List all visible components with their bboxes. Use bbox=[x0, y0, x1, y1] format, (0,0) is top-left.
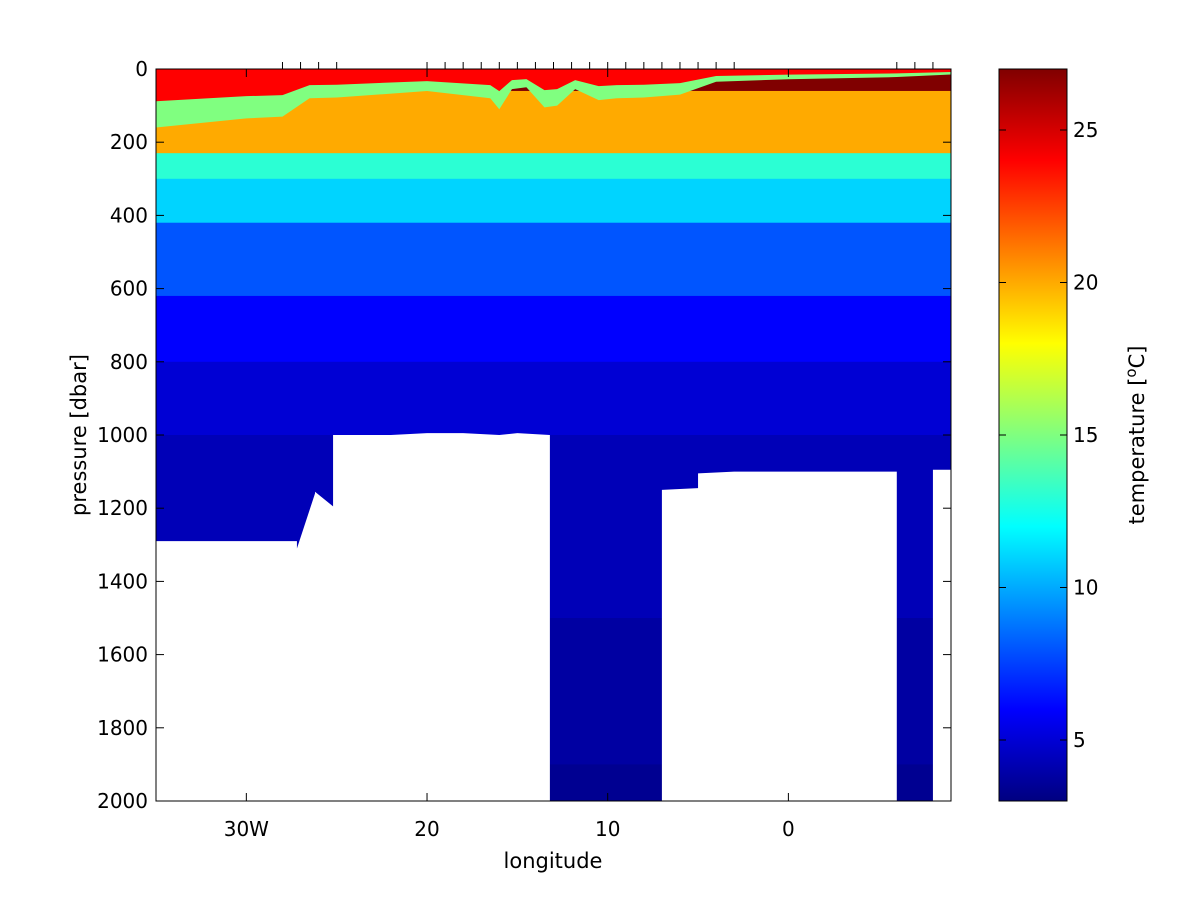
y-tick-label: 1000 bbox=[97, 423, 148, 447]
x-tick-label: 0 bbox=[782, 817, 795, 841]
y-tick-label: 1800 bbox=[97, 716, 148, 740]
temperature-layer bbox=[156, 153, 951, 180]
colorbar-tick-label: 10 bbox=[1073, 576, 1098, 600]
colorbar-tick-label: 25 bbox=[1073, 118, 1098, 142]
x-axis: 30W 20 10 0 bbox=[224, 69, 795, 841]
seafloor-region bbox=[156, 433, 951, 801]
temperature-layer bbox=[156, 222, 951, 297]
colorbar: 5 10 15 20 25 temperature [oC] bbox=[998, 68, 1149, 802]
x-tick-label: 20 bbox=[414, 817, 439, 841]
colorbar-ticks: 5 10 15 20 25 bbox=[999, 118, 1098, 752]
colorbar-tick-label: 15 bbox=[1073, 423, 1098, 447]
y-axis-label: pressure [dbar] bbox=[67, 354, 91, 516]
y-tick-label: 800 bbox=[110, 350, 148, 374]
temperature-layer bbox=[156, 178, 951, 224]
x-axis-label: longitude bbox=[504, 849, 603, 873]
colorbar-scale bbox=[998, 68, 1068, 802]
warm-layer-24c bbox=[156, 69, 951, 102]
y-tick-label: 0 bbox=[135, 57, 148, 81]
plot-area bbox=[156, 69, 951, 801]
y-tick-label: 1400 bbox=[97, 569, 148, 593]
colorbar-label: temperature [oC] bbox=[1122, 346, 1149, 525]
y-tick-label: 200 bbox=[110, 130, 148, 154]
temperature-layer bbox=[156, 295, 951, 363]
y-tick-label: 600 bbox=[110, 277, 148, 301]
station-markers bbox=[281, 62, 934, 69]
y-tick-label: 1600 bbox=[97, 643, 148, 667]
y-tick-label: 1200 bbox=[97, 496, 148, 520]
y-tick-label: 400 bbox=[110, 203, 148, 227]
y-tick-label: 2000 bbox=[97, 789, 148, 813]
colorbar-tick-label: 20 bbox=[1073, 271, 1098, 295]
y-axis: 0 200 400 600 800 1000 1200 1400 1600 1800 2000 bbox=[97, 57, 951, 813]
seafloor-mask bbox=[156, 433, 951, 801]
x-tick-label: 30W bbox=[224, 817, 269, 841]
colorbar-tick-label: 5 bbox=[1073, 728, 1086, 752]
temperature-layer bbox=[156, 361, 951, 436]
x-tick-label: 10 bbox=[595, 817, 620, 841]
